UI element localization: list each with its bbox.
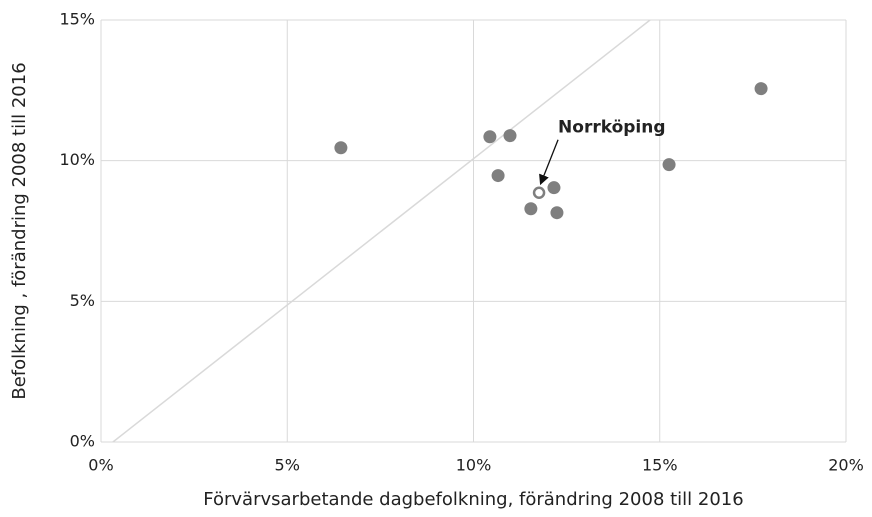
x-axis-label: Förvärvsarbetande dagbefolkning, förändr… (203, 489, 743, 510)
x-tick-label: 20% (828, 456, 864, 475)
highlight-point (532, 186, 546, 199)
point (334, 141, 348, 155)
x-tick-label: 10% (456, 456, 492, 475)
point (754, 82, 768, 96)
y-tick-label: 15% (59, 10, 95, 29)
y-tick-label: 10% (59, 150, 95, 169)
point (491, 169, 505, 183)
point (483, 130, 497, 144)
annotation: Norrköping (558, 118, 665, 138)
point (547, 181, 561, 195)
x-tick-label: 15% (642, 456, 678, 475)
point (662, 158, 676, 172)
x-tick-label: 5% (275, 456, 300, 475)
y-tick-label: 5% (70, 291, 95, 310)
reference-line (112, 19, 651, 443)
x-tick-label: 0% (88, 456, 113, 475)
point (550, 206, 564, 220)
y-axis-label: Befolkning , förändring 2008 till 2016 (9, 62, 30, 399)
point (524, 202, 538, 216)
annotation-arrow (539, 139, 559, 186)
point (503, 129, 517, 143)
y-tick-label: 0% (70, 432, 95, 451)
